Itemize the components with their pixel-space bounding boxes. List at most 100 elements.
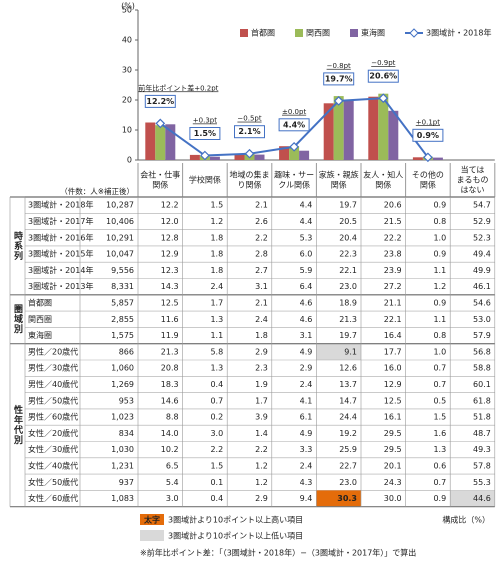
bar: [155, 125, 166, 160]
row-n: 834: [119, 429, 134, 438]
cell: 60.1: [473, 380, 491, 389]
cell: 12.5: [384, 396, 402, 405]
cell: 8.8: [166, 413, 179, 422]
cell: 5.8: [210, 347, 223, 356]
cell: 3.0: [210, 429, 223, 438]
cell: 0.8: [433, 217, 446, 226]
cell: 6.4: [300, 282, 313, 291]
cell: 6.1: [300, 413, 313, 422]
cell: 1.2: [433, 282, 446, 291]
y-axis-label: (%): [121, 2, 135, 11]
row-label: 女性／30歳代: [28, 444, 78, 454]
cell: 3.1: [300, 331, 313, 340]
bar: [279, 146, 290, 160]
bar: [165, 124, 176, 160]
cell: 20.8: [161, 364, 179, 373]
column-header: はない: [461, 186, 485, 195]
cell: 2.2: [210, 445, 223, 454]
cell: 24.4: [339, 413, 357, 422]
cell: 21.3: [339, 315, 357, 324]
cell: 0.5: [433, 396, 446, 405]
row-n: 10,047: [106, 250, 134, 259]
cell: 1.0: [433, 233, 446, 242]
cell: 56.8: [473, 347, 491, 356]
cell: 30.0: [384, 494, 402, 503]
row-n: 10,406: [106, 217, 134, 226]
cell: 22.3: [339, 250, 357, 259]
cell: 49.9: [473, 266, 491, 275]
row-label: 3圏域計・2015年: [28, 249, 93, 259]
cell: 14.7: [339, 396, 357, 405]
cell: 49.3: [473, 445, 491, 454]
cell: 2.8: [255, 250, 268, 259]
n-header: （件数：人※補正後）: [60, 186, 134, 196]
row-label: 3圏域計・2018年: [28, 200, 93, 210]
value-label-box: [189, 127, 221, 140]
cell: 23.8: [384, 250, 402, 259]
row-n: 1,060: [111, 364, 134, 373]
row-label: 3圏域計・2014年: [28, 265, 93, 275]
cell: 20.6: [384, 201, 402, 210]
column-header: 関係: [152, 181, 168, 190]
row-n: 866: [119, 347, 134, 356]
bar: [234, 153, 245, 160]
cell: 1.2: [255, 461, 268, 470]
cell: 0.1: [210, 478, 223, 487]
value-label: 4.4%: [283, 120, 305, 129]
cell: 21.5: [384, 217, 402, 226]
cell: 16.0: [384, 364, 402, 373]
bar: [299, 150, 310, 160]
cell: 21.1: [384, 298, 402, 307]
annotation: −0.8pt: [327, 62, 351, 70]
cell: 0.4: [210, 380, 223, 389]
cell: 19.7: [339, 201, 357, 210]
annotation: −0.5pt: [237, 115, 261, 123]
bar: [289, 146, 300, 160]
cell: 0.7: [433, 380, 446, 389]
value-label-box: [144, 94, 176, 108]
bar: [189, 154, 200, 160]
value-label-box: [323, 72, 355, 86]
cell: 10.2: [161, 445, 179, 454]
cell: 49.4: [473, 250, 491, 259]
cell: 16.1: [384, 413, 402, 422]
cell: 61.8: [473, 396, 491, 405]
unit-note: 構成比（%）: [442, 515, 490, 525]
low-swatch: [140, 530, 164, 541]
cell: 12.0: [161, 217, 179, 226]
cell: 3.3: [300, 445, 313, 454]
y-tick-label: 0: [127, 156, 132, 165]
row-label: 関西圏: [28, 315, 52, 324]
cell: 12.9: [161, 250, 179, 259]
cell: 25.9: [339, 445, 357, 454]
column-header: 趣味・サー: [274, 170, 314, 180]
low-note: 3圏域計より10ポイント以上低い項目: [168, 531, 303, 541]
cell: 2.4: [300, 461, 313, 470]
row-label: 男性／40歳代: [28, 379, 78, 389]
cell: 1.1: [210, 331, 223, 340]
cell: 27.2: [384, 282, 402, 291]
annotation: +0.3pt: [193, 117, 217, 125]
cell: 2.1: [255, 298, 268, 307]
row-n: 10,291: [106, 233, 134, 242]
y-tick-label: 20: [122, 96, 132, 105]
cell: 2.2: [255, 233, 268, 242]
row-label: 男性／60歳代: [28, 412, 78, 422]
column-header: 関係: [375, 181, 391, 190]
cell: 1.1: [433, 315, 446, 324]
annotation: +0.1pt: [416, 118, 440, 126]
bar: [209, 156, 220, 160]
marker: [289, 141, 299, 152]
marker: [423, 152, 433, 163]
bar: [378, 93, 389, 160]
row-label: 女性／60歳代: [28, 493, 78, 503]
y-tick-label: 40: [122, 36, 132, 45]
y-tick-label: 50: [122, 6, 132, 15]
cell: 12.8: [161, 233, 179, 242]
cell: 53.0: [473, 315, 491, 324]
cell: 22.1: [384, 315, 402, 324]
value-label: 20.6%: [369, 72, 397, 81]
cell: 19.2: [339, 429, 357, 438]
bar: [368, 96, 379, 160]
marker: [244, 148, 255, 159]
